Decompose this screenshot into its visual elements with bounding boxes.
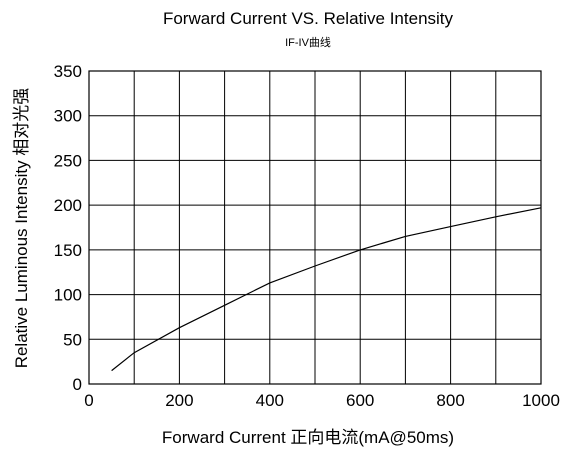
x-axis-ticks: 0 200 400 600 800 1000	[84, 391, 560, 410]
grid	[89, 71, 541, 384]
y-tick-label: 100	[54, 286, 82, 305]
y-tick-label: 250	[54, 151, 82, 170]
x-tick-label: 600	[346, 391, 374, 410]
x-tick-label: 400	[256, 391, 284, 410]
y-tick-label: 50	[63, 330, 82, 349]
y-axis-label: Relative Luminous Intensity 相对光强	[12, 88, 31, 369]
x-tick-label: 0	[84, 391, 93, 410]
x-tick-label: 200	[165, 391, 193, 410]
x-axis-label: Forward Current 正向电流(mA@50ms)	[162, 428, 454, 447]
y-axis-ticks: 0 50 100 150 200 250 300 350	[54, 62, 82, 394]
chart-title: Forward Current VS. Relative Intensity	[163, 9, 454, 28]
y-tick-label: 150	[54, 241, 82, 260]
y-tick-label: 0	[73, 375, 82, 394]
y-tick-label: 350	[54, 62, 82, 81]
series-line	[111, 207, 542, 372]
y-tick-label: 300	[54, 107, 82, 126]
y-tick-label: 200	[54, 196, 82, 215]
chart-subtitle: IF-IV曲线	[285, 35, 331, 49]
x-tick-label: 800	[436, 391, 464, 410]
plot-frame	[88, 70, 542, 385]
x-tick-label: 1000	[522, 391, 560, 410]
